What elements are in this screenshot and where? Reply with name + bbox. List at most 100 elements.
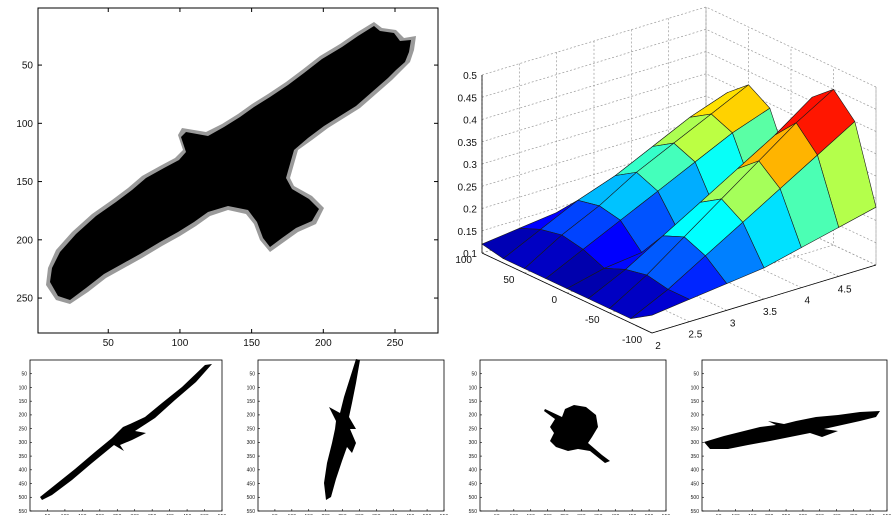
thumb-ytick-label: 450: [469, 481, 478, 487]
surface-ytick-label: 2.5: [688, 330, 702, 341]
thumb-ytick-label: 550: [691, 509, 700, 515]
surface-ztick-label: 0.15: [458, 227, 478, 238]
thumb-panel-1: 5010015020025030035040045050055050100150…: [19, 359, 226, 515]
thumb-panel-3: 5010015020025030035040045050055050100150…: [469, 359, 671, 515]
thumb-ytick-label: 300: [19, 440, 28, 446]
surface-x-gridline: [481, 7, 707, 254]
thumb-ytick-label: 550: [469, 509, 478, 515]
thumb-ytick-label: 300: [691, 440, 700, 446]
surface-xtick-label: 50: [503, 275, 515, 286]
thumb-ytick-label: 100: [247, 385, 256, 391]
surface-x-gridline: [566, 47, 792, 294]
thumb-ytick-label: 200: [19, 413, 28, 419]
surface-mesh: [481, 84, 877, 319]
thumb-ytick-label: 350: [691, 454, 700, 460]
main-ytick-label: 150: [16, 177, 33, 188]
thumb-ytick-label: 400: [469, 468, 478, 474]
thumb-ytick-label: 300: [469, 440, 478, 446]
main-y-ticks: 50 100 150 200 250: [16, 61, 438, 305]
thumb-ytick-label: 200: [469, 413, 478, 419]
thumb-3-bird: [544, 405, 610, 463]
surface-ztick-label: 0.25: [458, 182, 478, 193]
thumb-ytick-label: 250: [691, 426, 700, 432]
main-xtick-label: 250: [387, 338, 404, 349]
thumb-ytick-label: 300: [247, 440, 256, 446]
surface-ztick-label: 0.1: [463, 249, 477, 260]
thumb-ytick-label: 250: [247, 426, 256, 432]
thumb-ytick-label: 50: [21, 372, 27, 378]
surface-y-axis-line: [651, 264, 877, 334]
thumb-3-ticks: 5010015020025030035040045050055050100150…: [469, 372, 671, 515]
surface-ztick-label: 0.5: [463, 71, 477, 82]
thumb-ytick-label: 150: [469, 399, 478, 405]
main-ytick-label: 250: [16, 294, 33, 305]
surface-ytick-label: 4: [805, 296, 811, 307]
thumb-ytick-label: 350: [469, 454, 478, 460]
thumb-ytick-label: 250: [469, 426, 478, 432]
thumb-ytick-label: 500: [19, 495, 28, 501]
thumb-panel-4: 5010015020025030035040045050055050100150…: [691, 359, 891, 515]
surface-ztick-label: 0.3: [463, 160, 477, 171]
thumb-ytick-label: 450: [247, 481, 256, 487]
surface-ztick-label: 0.4: [463, 116, 477, 127]
thumb-2-bird-shape: [324, 359, 360, 500]
main-xtick-label: 150: [243, 338, 260, 349]
surface-z-gridline: [481, 6, 877, 88]
surface-ztick-label: 0.35: [458, 138, 478, 149]
main-ytick-label: 50: [22, 61, 34, 72]
thumb-ytick-label: 400: [19, 468, 28, 474]
thumb-ytick-label: 550: [247, 509, 256, 515]
surface-panel: 0.1 0.15 0.2 0.25 0.3 0.35 0.4 0.45 0.5 100 50 0 -50…: [455, 6, 877, 350]
thumb-ytick-label: 100: [19, 385, 28, 391]
thumb-3-bird-shape: [544, 405, 610, 463]
thumb-4-bird: [704, 411, 880, 449]
thumb-ytick-label: 150: [691, 399, 700, 405]
thumb-ytick-label: 200: [247, 413, 256, 419]
thumb-ytick-label: 250: [19, 426, 28, 432]
thumb-ytick-label: 150: [19, 399, 28, 405]
surface-ytick-label: 4.5: [838, 284, 852, 295]
thumb-ytick-label: 500: [469, 495, 478, 501]
main-xtick-label: 200: [315, 338, 332, 349]
surface-xtick-label: -100: [622, 335, 642, 346]
thumb-1-bird-shape: [40, 364, 212, 500]
thumb-panel-2: 5010015020025030035040045050055050100150…: [247, 359, 448, 515]
thumb-3-axes: [479, 359, 667, 512]
thumb-ytick-label: 50: [249, 372, 255, 378]
thumb-4-bird-shape: [704, 411, 880, 449]
main-ytick-label: 200: [16, 235, 33, 246]
thumb-ytick-label: 350: [247, 454, 256, 460]
surface-ztick-label: 0.45: [458, 93, 478, 104]
thumb-1-bird: [40, 364, 212, 500]
thumb-ytick-label: 500: [691, 495, 700, 501]
thumb-ytick-label: 550: [19, 509, 28, 515]
main-xtick-label: 50: [103, 338, 115, 349]
thumb-ytick-label: 100: [691, 385, 700, 391]
surface-ticks: 0.1 0.15 0.2 0.25 0.3 0.35 0.4 0.45 0.5 100 50 0 -50…: [455, 71, 852, 350]
thumb-ytick-label: 450: [19, 481, 28, 487]
thumb-ytick-label: 500: [247, 495, 256, 501]
surface-xtick-label: -50: [585, 315, 600, 326]
thumb-ytick-label: 50: [471, 372, 477, 378]
thumb-ytick-label: 150: [247, 399, 256, 405]
surface-x-axis-line: [481, 252, 653, 334]
surface-xtick-label: 0: [551, 295, 557, 306]
surface-ytick-label: 3.5: [763, 307, 777, 318]
bird-silhouette: [46, 22, 416, 304]
thumb-ytick-label: 50: [693, 372, 699, 378]
surface-ytick-label: 2: [655, 341, 661, 350]
main-ytick-label: 100: [16, 119, 33, 130]
surface-ztick-label: 0.2: [463, 205, 477, 216]
main-x-ticks: 50 100 150 200 250: [103, 8, 404, 349]
bird-silhouette-body: [50, 26, 411, 300]
surface-patch: [630, 289, 691, 319]
thumb-ytick-label: 400: [247, 468, 256, 474]
main-xtick-label: 100: [172, 338, 189, 349]
main-silhouette-panel: 50 100 150 200 250 50 100 150 200 250: [16, 7, 439, 349]
thumb-2-bird: [324, 359, 360, 500]
thumb-ytick-label: 400: [691, 468, 700, 474]
thumb-ytick-label: 350: [19, 454, 28, 460]
thumb-ytick-label: 450: [691, 481, 700, 487]
thumb-ytick-label: 100: [469, 385, 478, 391]
surface-x-gridline: [651, 87, 877, 334]
